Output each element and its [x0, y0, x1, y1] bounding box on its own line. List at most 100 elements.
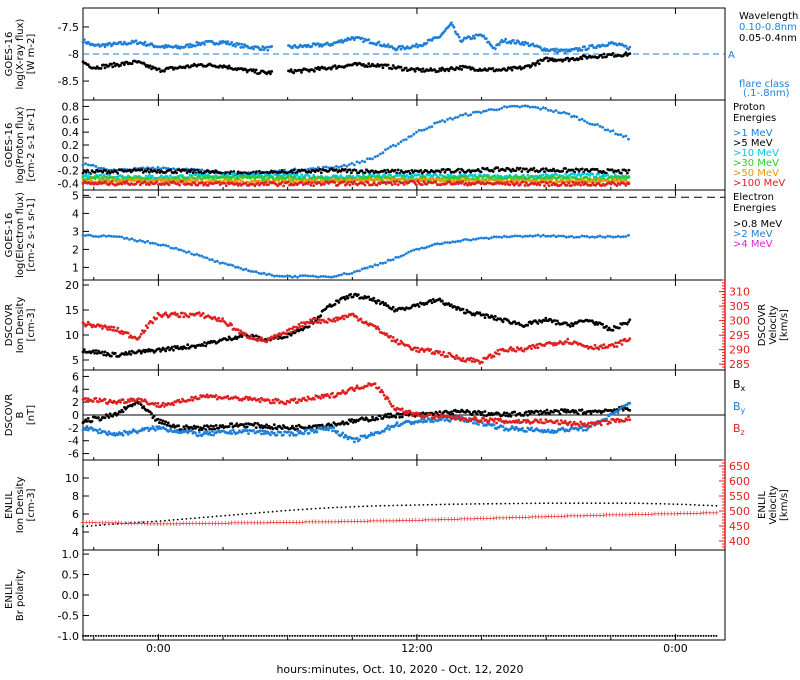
- data-point: [392, 180, 396, 184]
- data-point: [443, 120, 447, 124]
- data-point: [260, 336, 263, 339]
- data-point: [86, 233, 90, 237]
- data-point: [469, 177, 472, 181]
- data-point: [409, 249, 413, 253]
- data-point: [388, 415, 391, 419]
- data-point: [614, 132, 617, 136]
- data-point: [605, 55, 608, 59]
- data-point: [226, 176, 230, 179]
- data-point: [515, 234, 519, 238]
- data-point: [435, 121, 439, 124]
- data-point: [203, 256, 206, 259]
- data-point: [599, 53, 603, 57]
- data-point: [262, 432, 266, 436]
- data-point: [399, 47, 403, 51]
- data-point: [580, 167, 584, 171]
- data-point: [470, 413, 474, 417]
- data-point: [621, 408, 625, 412]
- data-point: [537, 62, 541, 66]
- data-point: [435, 242, 439, 246]
- data-point: [539, 234, 542, 238]
- data-point: [539, 409, 542, 413]
- data-point: [86, 417, 90, 420]
- data-point: [319, 314, 323, 318]
- data-point: [550, 169, 554, 173]
- data-point: [459, 64, 462, 68]
- data-point: [91, 349, 95, 353]
- y2-axis-label: DSCOVR: [757, 304, 768, 347]
- data-point: [230, 323, 234, 327]
- data-point: [509, 66, 513, 70]
- data-point: [562, 234, 566, 238]
- data-point: [442, 168, 445, 171]
- data-point: [146, 426, 150, 430]
- data-point: [603, 236, 607, 239]
- data-point: [106, 433, 109, 437]
- data-point: [339, 169, 343, 173]
- data-point: [230, 422, 234, 426]
- data-point: [302, 432, 306, 435]
- data-point: [552, 110, 555, 114]
- data-point: [621, 235, 625, 239]
- data-point: [341, 431, 345, 435]
- data-point: [125, 180, 129, 183]
- data-point: [388, 428, 391, 431]
- data-point: [310, 321, 314, 325]
- data-point: [453, 116, 457, 119]
- data-point: [260, 272, 263, 276]
- data-point: [150, 67, 153, 71]
- data-point: [375, 65, 378, 68]
- data-point: [554, 322, 558, 326]
- data-point: [402, 138, 405, 142]
- y-tick-label: 0.2: [62, 139, 80, 152]
- data-point: [232, 170, 236, 173]
- data-point: [391, 258, 395, 261]
- data-point: [314, 424, 318, 427]
- data-point: [450, 21, 453, 25]
- data-point: [265, 273, 268, 276]
- y-tick-label: 5: [72, 354, 79, 367]
- data-point: [581, 428, 585, 432]
- data-point: [396, 168, 400, 172]
- data-point: [550, 178, 554, 182]
- data-point: [141, 239, 144, 243]
- data-point: [219, 41, 223, 45]
- data-point: [217, 42, 221, 46]
- y-axis-label: [cm-2 s-1 sr-1]: [26, 198, 37, 271]
- data-point: [294, 433, 298, 437]
- data-point: [479, 236, 483, 240]
- data-point: [562, 110, 566, 114]
- data-point: [528, 234, 532, 238]
- data-point: [226, 172, 230, 176]
- data-point: [590, 235, 594, 239]
- data-point: [420, 70, 424, 73]
- data-point: [477, 237, 480, 240]
- data-point: [393, 168, 397, 172]
- data-point: [371, 169, 374, 173]
- data-point: [254, 68, 258, 72]
- y-tick-label: -2: [68, 422, 79, 435]
- data-point: [557, 111, 561, 115]
- data-point: [412, 132, 416, 136]
- data-point: [152, 414, 156, 418]
- data-point: [279, 431, 283, 434]
- y-axis-label: GOES-16: [4, 213, 15, 258]
- data-point: [515, 104, 519, 108]
- data-point: [184, 168, 187, 172]
- data-point: [259, 175, 263, 179]
- data-point: [307, 431, 311, 435]
- data-point: [82, 348, 86, 351]
- data-point: [395, 421, 399, 425]
- data-point: [433, 352, 436, 356]
- data-point: [453, 240, 457, 244]
- data-point: [161, 176, 165, 180]
- data-point: [571, 180, 575, 184]
- data-point: [275, 336, 279, 340]
- data-point: [342, 317, 346, 321]
- data-point: [466, 114, 470, 117]
- data-point: [314, 275, 318, 278]
- data-point: [316, 275, 320, 279]
- data-point: [221, 317, 225, 320]
- data-point: [482, 236, 486, 240]
